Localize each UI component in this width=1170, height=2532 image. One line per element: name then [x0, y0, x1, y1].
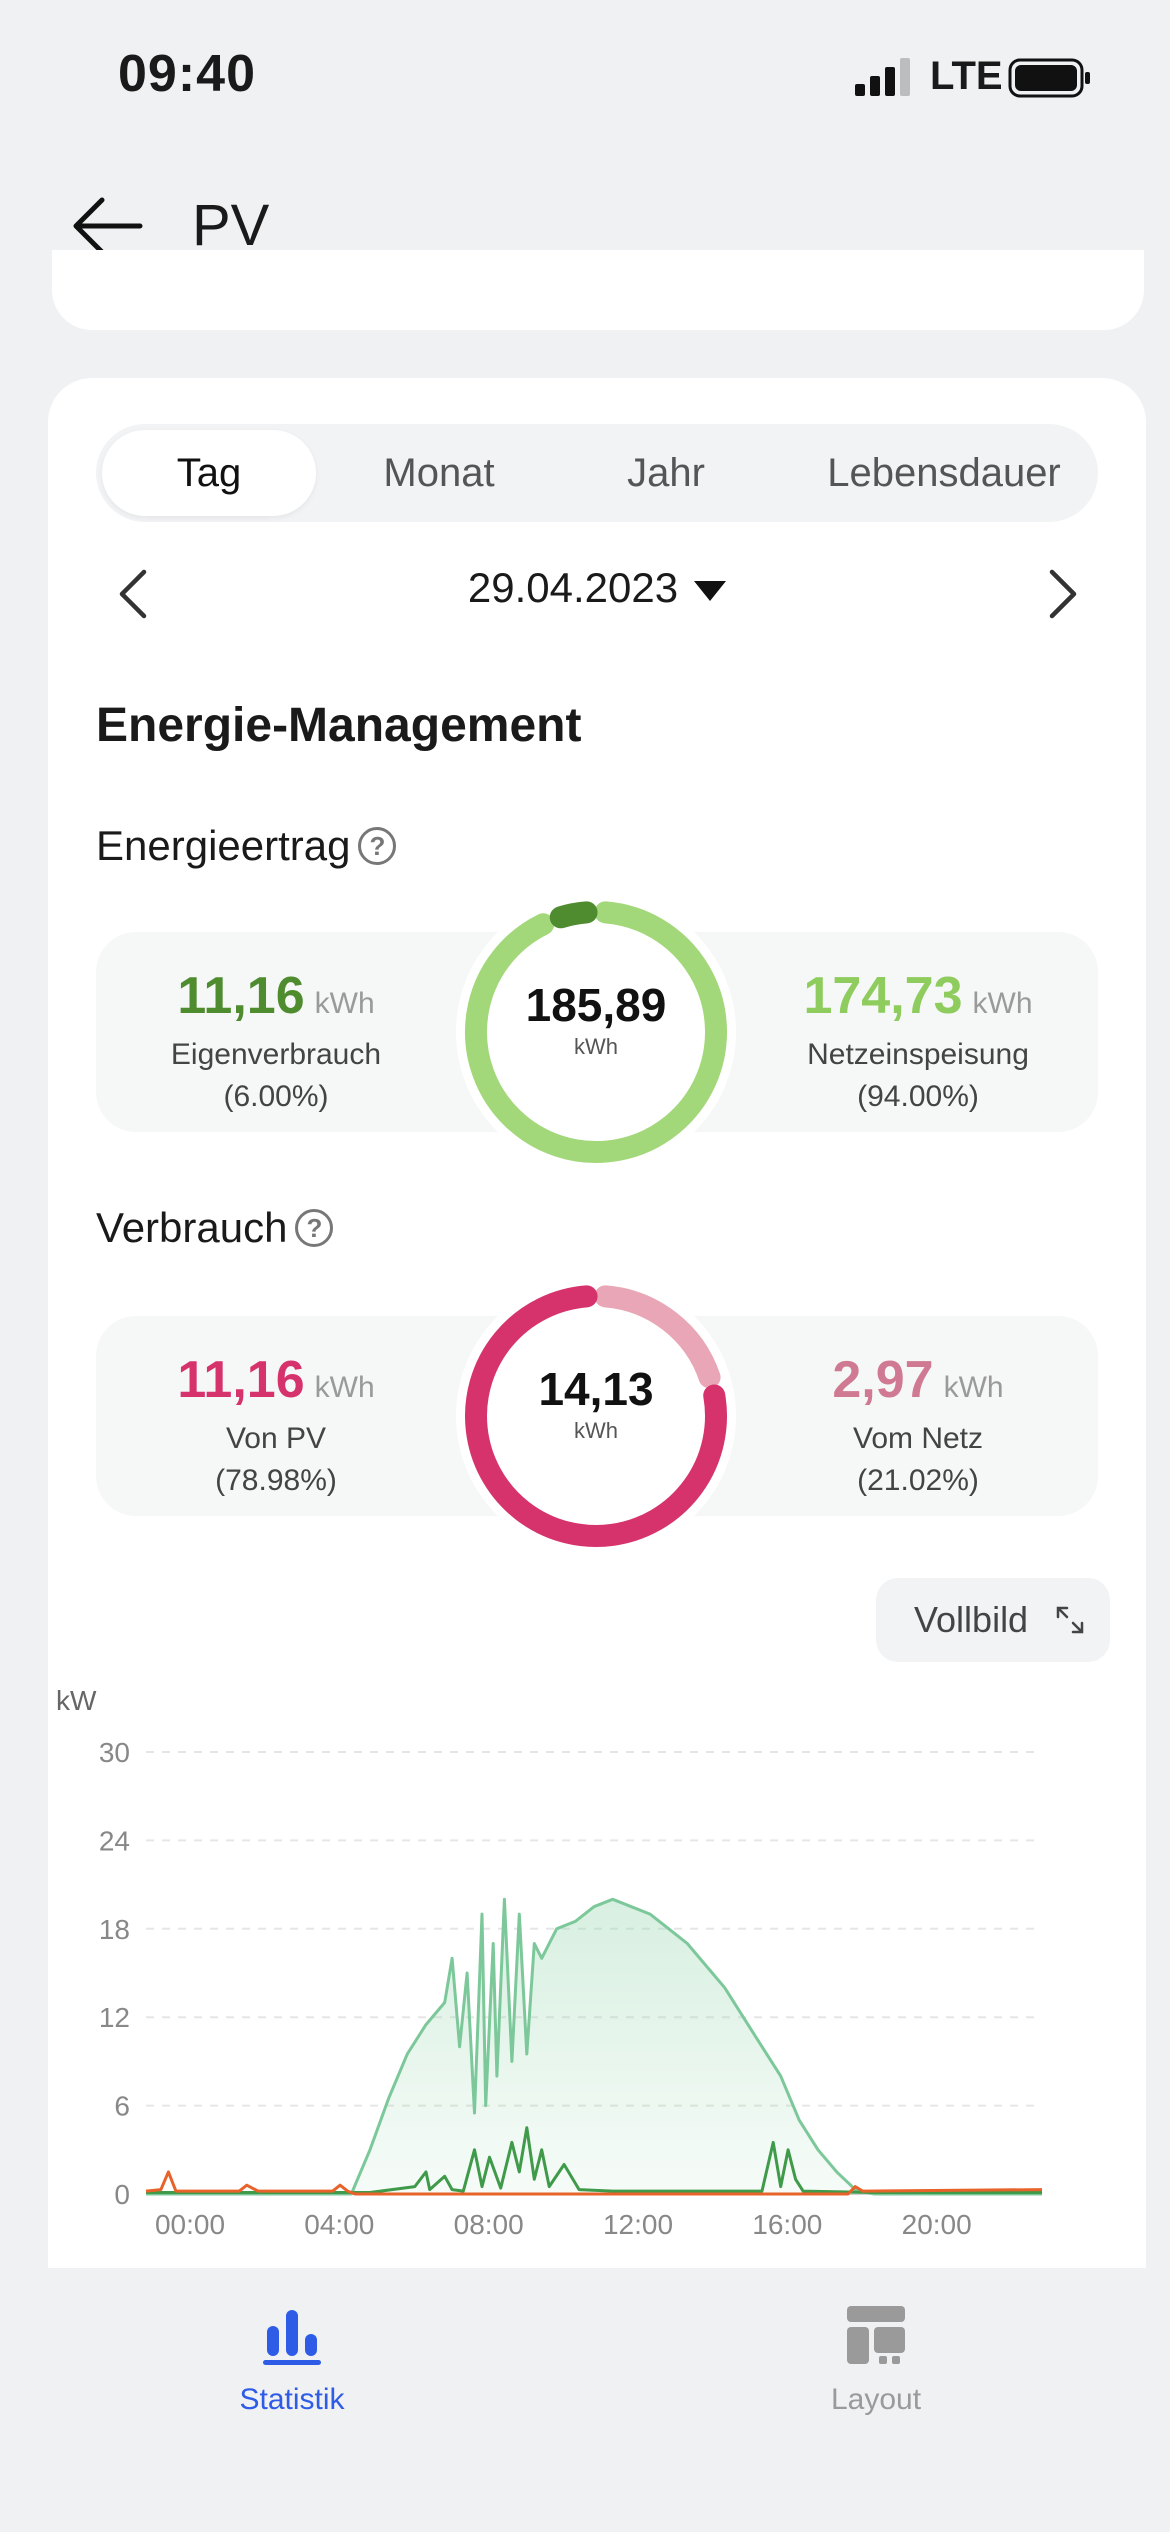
series-line-2: [145, 2170, 1043, 2196]
tab-statistics-label: Statistik: [239, 2383, 345, 2416]
bar-chart-icon: [263, 2310, 321, 2365]
x-tick-label: 00:00: [155, 2209, 225, 2240]
energy-yield-donut-bg: [456, 892, 736, 1172]
y-tick-label: 6: [114, 2091, 130, 2122]
fullscreen-button[interactable]: Vollbild: [876, 1578, 1110, 1662]
energy-yield-total-unit: kWh: [574, 1034, 618, 1059]
tab-month[interactable]: Monat: [383, 451, 495, 495]
self-consumption-percent: (6.00%): [223, 1080, 329, 1113]
from-grid-value: 2,97: [832, 1351, 934, 1409]
tab-day[interactable]: Tag: [102, 430, 316, 516]
self-consumption-label: Eigenverbrauch: [170, 1038, 382, 1071]
from-pv-stat: 11,16 kWh Von PV (78.98%): [96, 1350, 456, 1502]
series-area-0: [146, 1899, 1042, 2194]
section-title: Energie-Management: [96, 699, 582, 752]
from-grid-label: Vom Netz: [852, 1422, 984, 1455]
caret-down-icon: [694, 580, 727, 601]
y-tick-label: 30: [99, 1737, 130, 1768]
grid-feed-in-unit: kWh: [972, 987, 1033, 1020]
x-tick-label: 16:00: [752, 2209, 822, 2240]
help-icon[interactable]: ?: [358, 827, 397, 865]
consumption-ring-left: [465, 1285, 727, 1547]
nav-bar: PV: [0, 180, 1170, 270]
page-title: PV: [192, 193, 270, 258]
date-value: 29.04.2023: [467, 564, 679, 611]
chevron-left-icon[interactable]: [110, 566, 160, 622]
grid-feed-in-label: Netzeinspeisung: [807, 1038, 1029, 1071]
expand-icon: [1056, 1606, 1084, 1634]
self-consumption-value: 11,16: [177, 967, 305, 1025]
x-tick-label: 08:00: [454, 2209, 524, 2240]
energy-yield-ring-right: [465, 901, 727, 1163]
battery-icon: [1008, 58, 1090, 98]
status-bar: 09:40 LTE: [0, 0, 1170, 150]
y-tick-label: 24: [99, 1825, 130, 1856]
power-chart: kW 0 6 12 18 24 30 00:00 04:00 08:00 12:00 16:00 20:…: [56, 1685, 1043, 2240]
grid-feed-in-value: 174,73: [803, 967, 963, 1025]
back-arrow-icon[interactable]: [72, 194, 144, 258]
consumption-total: 14,13: [538, 1363, 654, 1415]
self-consumption-unit: kWh: [314, 987, 375, 1020]
period-segmented-control: Tag Monat Jahr Lebensdauer: [96, 424, 1098, 522]
network-label: LTE: [930, 54, 1003, 98]
energy-yield-title-text: Energieertrag: [96, 822, 351, 869]
layout-icon: [847, 2306, 905, 2364]
energy-yield-title: Energieertrag ?: [96, 822, 397, 870]
y-axis-label: kW: [56, 1685, 97, 1716]
x-tick-label: 12:00: [603, 2209, 673, 2240]
grid-feed-in-stat: 174,73 kWh Netzeinspeisung (94.00%): [738, 966, 1098, 1118]
fullscreen-label: Vollbild: [914, 1599, 1029, 1640]
bottom-tab-bar: Statistik Layout: [0, 2268, 1170, 2532]
tab-year[interactable]: Jahr: [627, 451, 705, 495]
from-pv-value: 11,16: [177, 1351, 305, 1409]
from-grid-stat: 2,97 kWh Vom Netz (21.02%): [738, 1350, 1098, 1502]
grid-feed-in-percent: (94.00%): [857, 1080, 979, 1113]
status-time: 09:40: [118, 45, 256, 103]
consumption-ring-right: [594, 1285, 721, 1389]
date-selector: 29.04.2023: [48, 558, 1146, 628]
chevron-right-icon[interactable]: [1036, 566, 1086, 622]
from-pv-unit: kWh: [314, 1371, 375, 1404]
series-line-0: [146, 1897, 1042, 2196]
y-tick-label: 12: [99, 2002, 130, 2033]
series-line-1: [146, 2126, 1042, 2194]
self-consumption-stat: 11,16 kWh Eigenverbrauch (6.00%): [96, 966, 456, 1118]
tab-statistics[interactable]: Statistik: [142, 2304, 442, 2417]
y-tick-label: 0: [114, 2179, 130, 2210]
from-grid-percent: (21.02%): [857, 1464, 979, 1497]
consumption-total-unit: kWh: [574, 1418, 618, 1443]
help-icon[interactable]: ?: [295, 1209, 334, 1247]
consumption-title: Verbrauch ?: [96, 1204, 334, 1252]
energy-card: Tag Monat Jahr Lebensdauer 29.04.2023 En…: [48, 378, 1146, 2268]
date-picker[interactable]: 29.04.2023: [48, 564, 1146, 612]
previous-card-edge: [52, 250, 1144, 330]
consumption-title-text: Verbrauch: [96, 1204, 288, 1251]
energy-yield-total: 185,89: [525, 979, 667, 1031]
y-tick-label: 18: [99, 1914, 130, 1945]
x-tick-label: 20:00: [902, 2209, 972, 2240]
from-grid-unit: kWh: [943, 1371, 1004, 1404]
from-pv-label: Von PV: [225, 1422, 327, 1455]
energy-yield-donut: 185,89 kWh: [456, 892, 736, 1172]
energy-yield-ring-left: [549, 901, 598, 929]
tab-layout[interactable]: Layout: [726, 2304, 1026, 2417]
consumption-donut-bg: [456, 1276, 736, 1556]
from-pv-percent: (78.98%): [215, 1464, 337, 1497]
tab-layout-label: Layout: [830, 2383, 922, 2416]
consumption-donut: 14,13 kWh: [456, 1276, 736, 1556]
x-tick-label: 04:00: [304, 2209, 374, 2240]
signal-icon: [855, 58, 910, 96]
tab-lifetime[interactable]: Lebensdauer: [827, 451, 1061, 495]
